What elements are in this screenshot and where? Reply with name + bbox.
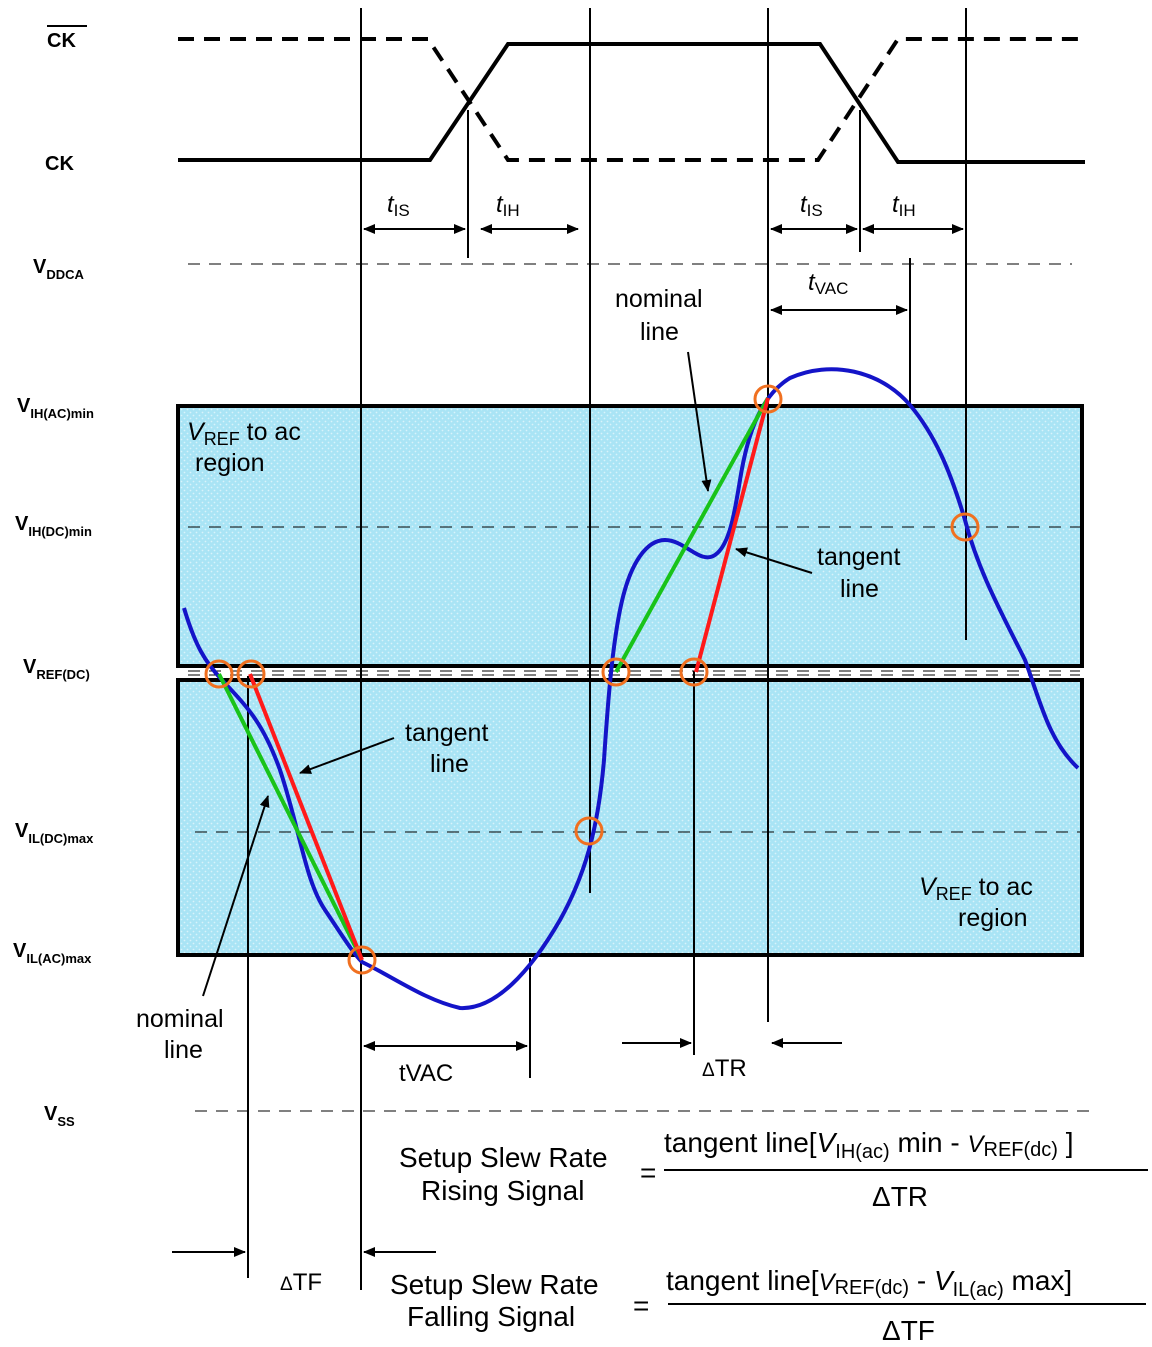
vref-to-ac-region-lower — [176, 678, 1084, 957]
vil-dc-max-label: VIL(DC)max — [15, 820, 94, 846]
region-upper-label-1: VREF to ac — [187, 418, 301, 449]
rise-eq-numerator: tangent line[VIH(ac) min - VREF(dc) ] — [664, 1127, 1074, 1163]
fall-eq-numerator: tangent line[VREF(dc) - VIL(ac) max] — [666, 1265, 1072, 1301]
crossing-markers — [204, 384, 980, 975]
nominal-line-label-top-1: nominal — [615, 285, 703, 313]
rise-eq-equals: = — [640, 1157, 656, 1188]
level-lines — [188, 263, 1090, 1112]
ck-waveform — [178, 42, 1085, 164]
region-lower-label-1: VREF to ac — [919, 873, 1033, 904]
fall-eq-label-1: Setup Slew Rate — [390, 1269, 599, 1300]
vih-dc-min-label: VIH(DC)min — [15, 513, 92, 539]
tangent-line-label-left-1: tangent — [405, 719, 488, 747]
signal-waveform — [182, 367, 1080, 1011]
vih-ac-min-label: VIH(AC)min — [17, 395, 94, 421]
tvac-label-bottom: tVAC — [399, 1060, 453, 1087]
nominal-line-label-left-1: nominal — [136, 1005, 224, 1033]
nominal-line-label-left-2: line — [164, 1036, 203, 1064]
tangent-lines — [248, 397, 770, 961]
vref-dc-label: VREF(DC) — [23, 656, 90, 682]
nominal-line-label-top-2: line — [640, 318, 679, 346]
ck-label: CK — [45, 153, 74, 175]
fall-eq-equals: = — [633, 1290, 649, 1321]
nominal-lines — [217, 397, 770, 961]
rise-eq-denominator: ΔTR — [872, 1181, 928, 1212]
vddca-label: VDDCA — [33, 256, 85, 282]
fall-eq-label-2: Falling Signal — [407, 1301, 575, 1332]
vertical-lines — [247, 8, 967, 1290]
vss-label: VSS — [44, 1103, 75, 1129]
region-lower-label-2: region — [958, 904, 1028, 932]
tangent-line-label-right-1: tangent — [817, 543, 900, 571]
ck-bar-waveform — [178, 37, 1085, 162]
annotation-arrows — [202, 351, 813, 997]
tangent-line-label-right-2: line — [840, 575, 879, 603]
tih-label-2: tIH — [892, 191, 916, 220]
delta-tf-label: ΔTF — [280, 1269, 322, 1296]
ck-bar-label: CK — [47, 30, 76, 52]
vil-ac-max-label: VIL(AC)max — [13, 940, 92, 966]
rise-eq-label-2: Rising Signal — [421, 1175, 584, 1206]
rise-eq-label-1: Setup Slew Rate — [399, 1142, 608, 1173]
region-upper-label-2: region — [195, 449, 265, 477]
tangent-line-label-left-2: line — [430, 750, 469, 778]
tih-label-1: tIH — [496, 191, 520, 220]
fall-eq-denominator: ΔTF — [882, 1315, 935, 1346]
delta-tr-label: ΔTR — [702, 1055, 747, 1082]
tvac-label-top: tVAC — [808, 269, 848, 298]
tis-label-1: tIS — [387, 191, 410, 220]
tis-label-2: tIS — [800, 191, 823, 220]
vref-to-ac-region-upper — [176, 404, 1084, 668]
timing-arrows — [172, 224, 964, 1257]
